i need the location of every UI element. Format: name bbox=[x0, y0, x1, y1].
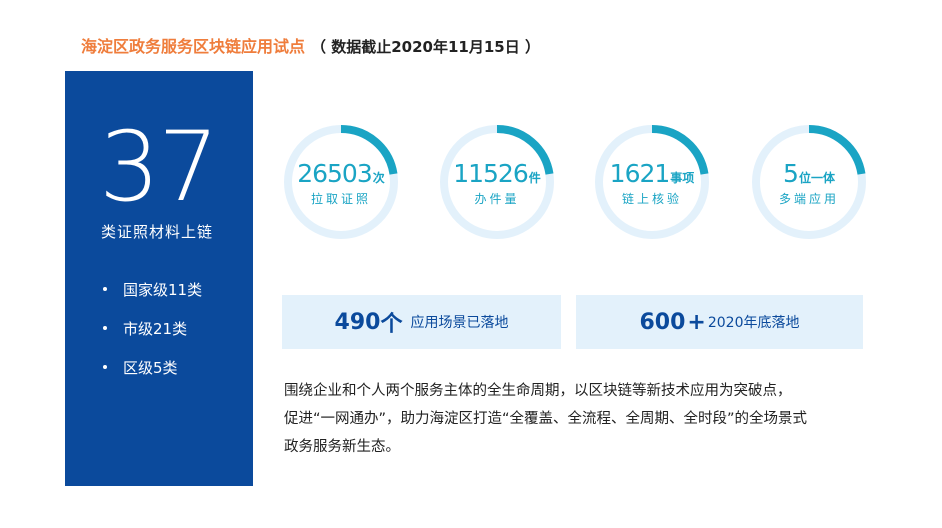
stat-unit: 件 bbox=[528, 171, 541, 185]
stat-label: 链上核验 bbox=[621, 192, 682, 206]
stat-label: 办件量 bbox=[474, 192, 520, 206]
list-item: 区级5类 bbox=[103, 357, 202, 377]
stat-label: 拉取证照 bbox=[310, 192, 371, 206]
certificate-caption: 类证照材料上链 bbox=[101, 223, 214, 241]
ring-chart-icon bbox=[752, 124, 866, 239]
highlight-value: 490 bbox=[334, 309, 381, 335]
bullet-icon bbox=[103, 365, 107, 369]
ring-chart-icon bbox=[284, 124, 398, 239]
page-title: 海淀区政务服务区块链应用试点 bbox=[81, 37, 306, 56]
stat-label: 多端应用 bbox=[778, 192, 839, 206]
highlight-suffix: 个 bbox=[380, 312, 403, 337]
description-paragraph: 围绕企业和个人两个服务主体的全生命周期，以区块链等新技术应用为突破点， 促进“一… bbox=[284, 377, 884, 461]
list-item: 市级21类 bbox=[103, 318, 202, 338]
page-title-row: 海淀区政务服务区块链应用试点 （ 数据截止2020年11月15日 ） bbox=[81, 33, 540, 57]
stat-unit: 次 bbox=[372, 171, 385, 185]
highlight-value: 600 bbox=[639, 309, 686, 335]
category-label: 市级21类 bbox=[123, 319, 188, 338]
certificate-count: 37 bbox=[99, 111, 219, 223]
category-label: 国家级11类 bbox=[123, 280, 203, 299]
list-item: 国家级11类 bbox=[103, 279, 202, 299]
stat-ring-multi-terminal: 5位一体 多端应用 bbox=[751, 124, 867, 240]
ring-chart-icon bbox=[440, 124, 554, 239]
highlight-box-scenarios: 490 个 应用场景已落地 bbox=[282, 295, 561, 349]
description-line: 围绕企业和个人两个服务主体的全生命周期，以区块链等新技术应用为突破点， bbox=[284, 383, 792, 399]
bullet-icon bbox=[103, 326, 107, 330]
stat-ring-cases-handled: 11526件 办件量 bbox=[439, 124, 555, 240]
bullet-icon bbox=[103, 287, 107, 291]
data-cutoff-note: （ 数据截止2020年11月15日 ） bbox=[311, 38, 540, 56]
stat-unit: 位一体 bbox=[798, 171, 835, 185]
description-line: 促进“一网通办”，助力海淀区打造“全覆盖、全流程、全周期、全时段”的全场景式 bbox=[284, 411, 808, 427]
stat-value: 26503 bbox=[297, 159, 373, 188]
ring-chart-icon bbox=[595, 124, 709, 239]
stat-value: 11526 bbox=[453, 159, 529, 188]
stat-value: 1621 bbox=[609, 159, 671, 188]
category-label: 区级5类 bbox=[123, 358, 178, 377]
left-summary-panel: 37 类证照材料上链 国家级11类 市级21类 区级5类 bbox=[65, 71, 253, 486]
highlight-box-year-end: 600 + 2020年底落地 bbox=[576, 295, 863, 349]
stat-value: 5 bbox=[783, 159, 799, 188]
stat-ring-onchain-verification: 1621事项 链上核验 bbox=[594, 124, 710, 240]
stat-ring-certificates-pulled: 26503次 拉取证照 bbox=[283, 124, 399, 240]
highlight-label: 应用场景已落地 bbox=[410, 315, 509, 331]
description-line: 政务服务新生态。 bbox=[284, 439, 400, 455]
highlight-label: 2020年底落地 bbox=[707, 315, 800, 331]
category-list: 国家级11类 市级21类 区级5类 bbox=[103, 279, 202, 396]
stat-unit: 事项 bbox=[670, 171, 695, 185]
highlight-suffix: + bbox=[687, 309, 706, 335]
